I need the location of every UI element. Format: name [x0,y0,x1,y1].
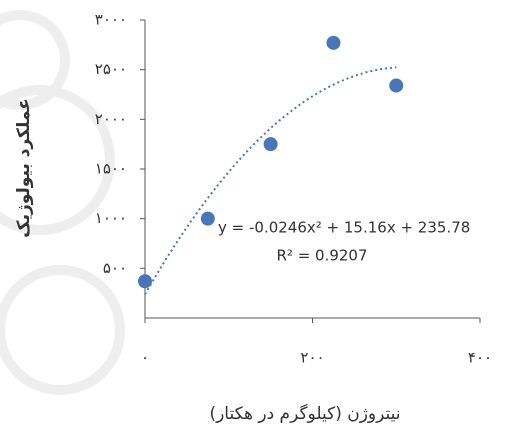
x-axis-label: نیتروژن (کیلوگرم در هکتار) [209,403,400,424]
equation: y = -0.0246x² + 15.16x + 235.78 [218,219,470,237]
x-tick-label: ۴۰۰ [468,349,492,367]
point [326,35,341,50]
y-axis-label: عملکرد بیولوژیک [14,98,34,238]
point [200,211,215,226]
watermark [0,10,125,395]
y-tick-label: ۱۵۰۰ [95,160,127,178]
y-tick-label: ۲۵۰۰ [95,60,127,78]
point [389,78,404,93]
y-tick-label: ۲۰۰۰ [95,110,127,128]
x-tick-label: ۰ [141,349,149,367]
y-tick-label: ۵۰۰ [103,259,127,277]
point [138,274,152,289]
x-tick-label: ۲۰۰ [300,349,324,367]
y-tick-label: ۱۰۰۰ [95,209,127,227]
point [263,137,278,152]
y-tick-label: ۳۰۰۰ [95,11,127,29]
r-squared: R² = 0.9207 [276,247,367,265]
